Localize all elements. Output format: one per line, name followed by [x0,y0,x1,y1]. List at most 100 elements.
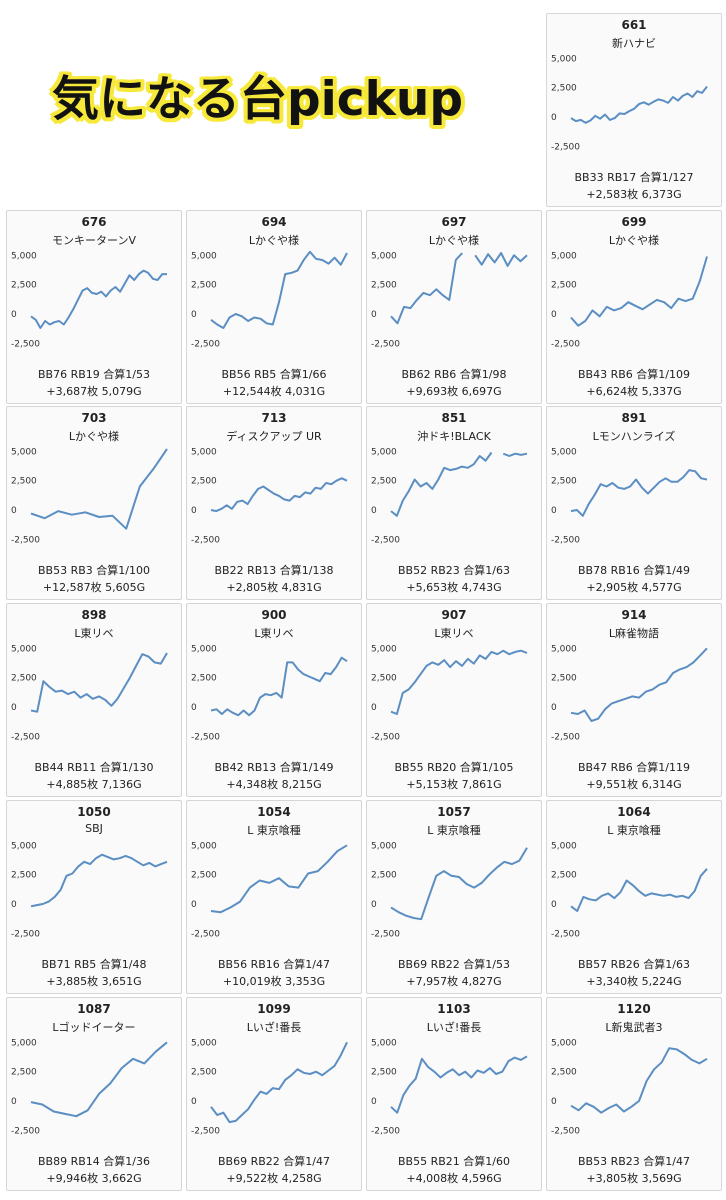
line-chart: 5,000 2,500 0 -2,500 [371,1038,528,1136]
bonus-stats: BB71 RB5 合算1/48 [41,958,147,971]
series-line [390,649,528,715]
line-chart: 5,000 2,500 0 -2,500 [371,251,528,349]
machine-number: 676 [81,215,107,229]
bonus-stats: BB56 RB5 合算1/66 [221,368,327,381]
machine-name: L新鬼武者3 [605,1021,663,1034]
chart-card: 891 Lモンハンライズ 5,000 2,500 0 -2,500 BB78 RB16 合算… [546,406,722,600]
y-tick-label: 5,000 [551,1038,577,1048]
y-tick-label: -2,500 [371,929,400,939]
y-tick-label: 2,500 [551,1068,577,1078]
bonus-stats: BB62 RB6 合算1/98 [401,368,507,381]
line-chart: 5,000 2,500 0 -2,500 [11,447,168,545]
line-chart: 5,000 2,500 0 -2,500 [191,250,348,349]
y-tick-label: 2,500 [551,281,577,291]
y-tick-label: 5,000 [551,447,577,457]
machine-name: L 東京喰種 [247,824,301,837]
line-chart: 5,000 2,500 0 -2,500 [11,841,168,939]
y-tick-label: 2,500 [371,477,397,487]
machine-name: ディスクアップ UR [226,430,322,443]
line-chart: 5,000 2,500 0 -2,500 [551,644,708,742]
y-tick-label: 2,500 [11,477,37,487]
line-chart: 5,000 2,500 0 -2,500 [551,251,708,349]
bonus-stats: BB76 RB19 合算1/53 [38,368,150,381]
y-tick-label: -2,500 [551,339,580,349]
machine-number: 1099 [257,1002,291,1016]
machine-name: L 東京喰種 [427,824,481,837]
line-chart: 5,000 2,500 0 -2,500 [551,54,708,152]
bonus-stats: BB52 RB23 合算1/63 [398,564,510,577]
y-tick-label: 5,000 [551,644,577,654]
chart-card: 907 L東リベ 5,000 2,500 0 -2,500 BB55 RB20 合算1/10… [366,603,542,797]
series-line [210,844,348,914]
result-stats: +9,522枚 4,258G [226,1172,322,1185]
machine-name: Lいざ!番長 [246,1021,302,1034]
bonus-stats: BB44 RB11 合算1/130 [34,761,154,774]
y-tick-label: 5,000 [11,251,37,261]
line-chart: 5,000 2,500 0 -2,500 [191,644,348,742]
machine-name: L 東京喰種 [607,824,661,837]
y-tick-label: 2,500 [371,1068,397,1078]
series-line [502,452,528,457]
machine-number: 1064 [617,805,651,819]
series-line [30,269,167,329]
bonus-stats: BB42 RB13 合算1/149 [214,761,334,774]
y-tick-label: -2,500 [551,929,580,939]
machine-name: Lゴッドイーター [52,1021,136,1034]
y-tick-label: 5,000 [11,1038,37,1048]
y-tick-label: 2,500 [551,84,577,94]
result-stats: +12,544枚 4,031G [222,385,326,398]
bonus-stats: BB89 RB14 合算1/36 [38,1155,150,1168]
chart-card: 1064 L 東京喰種 5,000 2,500 0 -2,500 BB57 RB26 合算1… [546,800,722,994]
result-stats: +9,693枚 6,697G [406,385,502,398]
machine-number: 898 [81,608,107,622]
line-chart: 5,000 2,500 0 -2,500 [371,841,528,939]
line-chart: 5,000 2,500 0 -2,500 [371,447,528,545]
y-tick-label: 0 [371,1097,377,1107]
series-line [30,448,168,530]
chart-card: 676 モンキーターンV 5,000 2,500 0 -2,500 BB76 RB19 合算… [6,210,182,404]
y-tick-label: 0 [371,506,377,516]
result-stats: +3,885枚 3,651G [46,975,142,988]
machine-number: 697 [441,215,467,229]
machine-name: Lかぐや様 [248,234,300,247]
line-chart: 5,000 2,500 0 -2,500 [11,644,168,742]
y-tick-label: 5,000 [371,644,397,654]
machine-number: 694 [261,215,287,229]
chart-card: 703 Lかぐや様 5,000 2,500 0 -2,500 BB53 RB3 合算1/10… [6,406,182,600]
chart-card: 1120 L新鬼武者3 5,000 2,500 0 -2,500 BB53 RB23 合算1… [546,997,722,1191]
machine-number: 907 [441,608,467,622]
y-tick-label: 0 [191,506,197,516]
result-stats: +2,583枚 6,373G [586,188,682,201]
y-tick-label: 5,000 [11,841,37,851]
series-line [474,252,528,267]
y-tick-label: -2,500 [11,929,40,939]
line-chart: 5,000 2,500 0 -2,500 [551,447,708,545]
y-tick-label: 5,000 [551,841,577,851]
chart-card: 851 沖ドキ!BLACK 5,000 2,500 0 -2,500 BB52 RB23 合… [366,406,542,600]
y-tick-label: 0 [551,113,557,123]
machine-number: 1050 [77,805,111,819]
y-tick-label: 5,000 [191,841,217,851]
y-tick-label: -2,500 [11,535,40,545]
result-stats: +5,653枚 4,743G [406,581,502,594]
chart-card: 699 Lかぐや様 5,000 2,500 0 -2,500 BB43 RB6 合算1/10… [546,210,722,404]
series-line [30,1041,168,1118]
bonus-stats: BB55 RB21 合算1/60 [398,1155,510,1168]
y-tick-label: 0 [191,1097,197,1107]
machine-name: モンキーターンV [52,234,136,247]
y-tick-label: 2,500 [11,871,37,881]
chart-card: 1057 L 東京喰種 5,000 2,500 0 -2,500 BB69 RB22 合算1… [366,800,542,994]
result-stats: +12,587枚 5,605G [42,581,146,594]
machine-name: Lかぐや様 [68,430,120,443]
chart-card: 1103 Lいざ!番長 5,000 2,500 0 -2,500 BB55 RB21 合算1… [366,997,542,1191]
result-stats: +2,905枚 4,577G [586,581,682,594]
machine-number: 703 [81,411,107,425]
bonus-stats: BB56 RB16 合算1/47 [218,958,330,971]
y-tick-label: 5,000 [11,447,37,457]
series-line [210,656,348,717]
line-chart: 5,000 2,500 0 -2,500 [191,447,348,545]
bonus-stats: BB33 RB17 合算1/127 [574,171,694,184]
series-line [570,85,708,124]
y-tick-label: -2,500 [371,732,400,742]
y-tick-label: 0 [551,310,557,320]
